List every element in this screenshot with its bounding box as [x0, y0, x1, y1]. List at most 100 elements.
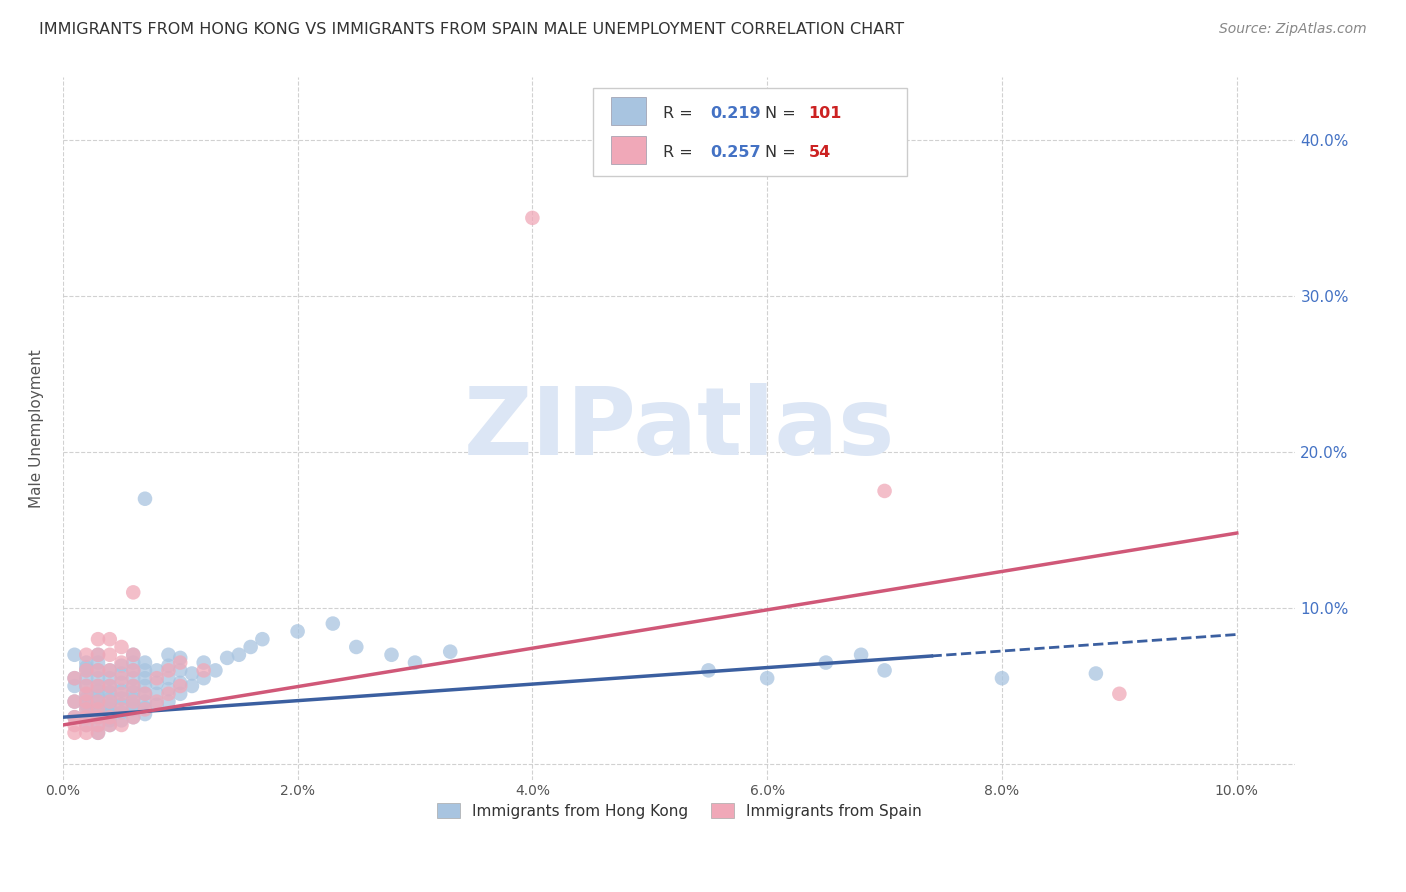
Point [75, 695, 97, 709]
Text: R =: R = [664, 145, 697, 160]
Point [98, 664, 121, 678]
Point [122, 702, 145, 716]
Point [145, 676, 167, 690]
Point [98, 710, 121, 724]
Point [145, 687, 167, 701]
Point [110, 656, 132, 670]
Point [110, 706, 132, 720]
Point [63, 726, 86, 740]
Point [87, 701, 110, 715]
Point [193, 664, 215, 678]
Point [110, 671, 132, 685]
Point [98, 685, 121, 699]
Point [122, 664, 145, 678]
Point [63, 718, 86, 732]
Point [134, 671, 156, 685]
Text: IMMIGRANTS FROM HONG KONG VS IMMIGRANTS FROM SPAIN MALE UNEMPLOYMENT CORRELATION: IMMIGRANTS FROM HONG KONG VS IMMIGRANTS … [39, 22, 904, 37]
Point [75, 664, 97, 678]
Point [169, 676, 191, 690]
Point [439, 645, 461, 659]
Point [134, 491, 156, 506]
Point [63, 710, 86, 724]
Point [122, 585, 145, 599]
Point [122, 656, 145, 670]
Point [134, 687, 156, 701]
Point [110, 666, 132, 681]
Point [98, 648, 121, 662]
Point [134, 687, 156, 701]
Point [157, 664, 180, 678]
Point [63, 648, 86, 662]
Point [75, 679, 97, 693]
Point [344, 640, 367, 654]
Point [75, 687, 97, 701]
Point [75, 710, 97, 724]
Point [87, 632, 110, 647]
Point [75, 702, 97, 716]
Point [404, 656, 426, 670]
Point [217, 651, 239, 665]
Point [110, 687, 132, 701]
Point [98, 698, 121, 712]
Point [1084, 666, 1107, 681]
Point [98, 718, 121, 732]
Point [75, 687, 97, 701]
Point [87, 706, 110, 720]
Point [75, 671, 97, 685]
Point [87, 695, 110, 709]
Point [991, 671, 1014, 685]
Point [98, 632, 121, 647]
Point [134, 701, 156, 715]
Point [181, 666, 204, 681]
Point [87, 679, 110, 693]
Point [63, 671, 86, 685]
Point [98, 702, 121, 716]
Point [98, 707, 121, 722]
Point [287, 624, 309, 639]
Point [87, 671, 110, 685]
Text: N =: N = [765, 106, 796, 120]
Point [87, 648, 110, 662]
Point [98, 679, 121, 693]
Point [849, 648, 872, 662]
Point [873, 483, 896, 498]
Point [63, 710, 86, 724]
Point [75, 648, 97, 662]
Point [169, 656, 191, 670]
Point [122, 685, 145, 699]
Point [122, 679, 145, 693]
Point [814, 656, 837, 670]
Point [169, 687, 191, 701]
Point [98, 691, 121, 706]
Point [110, 640, 132, 654]
Point [181, 679, 204, 693]
Point [145, 695, 167, 709]
Point [697, 664, 720, 678]
Point [122, 710, 145, 724]
Point [87, 690, 110, 704]
Point [87, 710, 110, 724]
Point [75, 660, 97, 674]
Y-axis label: Male Unemployment: Male Unemployment [30, 349, 44, 508]
Point [169, 664, 191, 678]
Point [87, 656, 110, 670]
Point [87, 664, 110, 678]
Point [75, 698, 97, 712]
Point [110, 702, 132, 716]
Point [157, 687, 180, 701]
Point [157, 671, 180, 685]
Point [169, 651, 191, 665]
Point [122, 698, 145, 712]
Point [75, 718, 97, 732]
Point [204, 664, 226, 678]
Point [110, 718, 132, 732]
Point [134, 679, 156, 693]
Text: Source: ZipAtlas.com: Source: ZipAtlas.com [1219, 22, 1367, 37]
Point [122, 648, 145, 662]
Point [110, 714, 132, 728]
Point [63, 679, 86, 693]
Point [98, 679, 121, 693]
Point [110, 691, 132, 706]
Point [122, 679, 145, 693]
Point [134, 702, 156, 716]
